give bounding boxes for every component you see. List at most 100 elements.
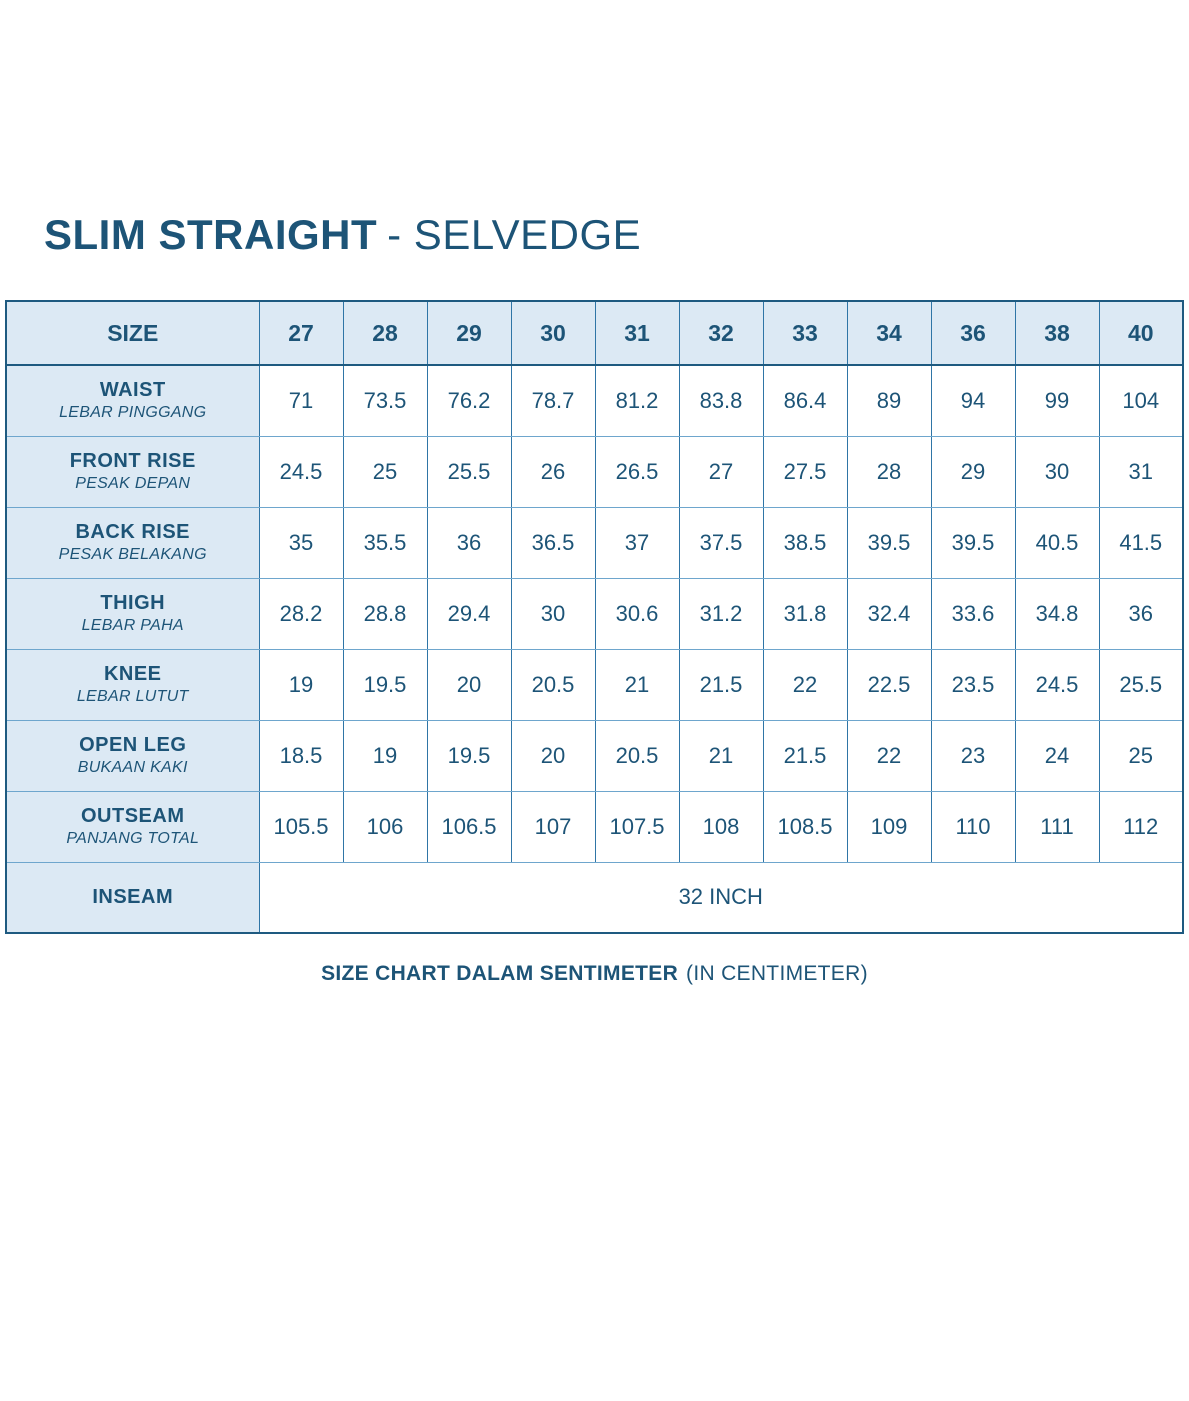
measurement-cell: 94 — [930, 364, 1016, 437]
row-header: OPEN LEG BUKAAN KAKI — [5, 719, 260, 792]
measurement-cell: 31 — [1098, 435, 1184, 508]
measurement-cell: 19 — [258, 648, 344, 721]
measurement-cell: 23 — [930, 719, 1016, 792]
measurement-cell: 20 — [426, 648, 512, 721]
measurement-cell: 19.5 — [426, 719, 512, 792]
measurement-cell: 28.2 — [258, 577, 344, 650]
measurement-row-open-leg: OPEN LEG BUKAAN KAKI 18.5 19 19.5 20 20.5 21 21.… — [5, 719, 1184, 792]
measurement-cell: 26.5 — [594, 435, 680, 508]
size-chart-footer: INSEAM 32 INCH — [5, 861, 1184, 934]
size-chart-table: SIZE 27 28 29 30 31 32 33 34 36 38 40 WAIST LEBAR PI… — [5, 300, 1184, 935]
measurement-cell: 73.5 — [342, 364, 428, 437]
row-sublabel: PESAK BELAKANG — [58, 546, 207, 564]
caption-regular-text: (IN CENTIMETER) — [686, 962, 868, 986]
measurement-row-outseam: OUTSEAM PANJANG TOTAL 105.5 106 106.5 107 107.… — [5, 790, 1184, 863]
measurement-cell: 25 — [1098, 719, 1184, 792]
measurement-cell: 39.5 — [930, 506, 1016, 579]
measurement-row-thigh: THIGH LEBAR PAHA 28.2 28.8 29.4 30 30.6 31.2 31.… — [5, 577, 1184, 650]
measurement-cell: 40.5 — [1014, 506, 1100, 579]
measurement-cell: 112 — [1098, 790, 1184, 863]
header-cell-size-40: 40 — [1098, 300, 1184, 367]
measurement-cell: 25.5 — [1098, 648, 1184, 721]
inseam-row: INSEAM 32 INCH — [5, 861, 1184, 934]
measurement-cell: 105.5 — [258, 790, 344, 863]
row-sublabel: LEBAR PAHA — [81, 617, 184, 635]
row-label: BACK RISE — [75, 521, 190, 544]
measurement-cell: 31.8 — [762, 577, 848, 650]
measurement-cell: 104 — [1098, 364, 1184, 437]
header-cell-size-29: 29 — [426, 300, 512, 367]
measurement-cell: 36 — [1098, 577, 1184, 650]
measurement-cell: 24 — [1014, 719, 1100, 792]
measurement-cell: 20 — [510, 719, 596, 792]
measurement-cell: 76.2 — [426, 364, 512, 437]
row-header: WAIST LEBAR PINGGANG — [5, 364, 260, 437]
measurement-cell: 22 — [846, 719, 932, 792]
measurement-cell: 36 — [426, 506, 512, 579]
measurement-cell: 24.5 — [1014, 648, 1100, 721]
row-header: BACK RISE PESAK BELAKANG — [5, 506, 260, 579]
measurement-cell: 106 — [342, 790, 428, 863]
row-sublabel: PESAK DEPAN — [75, 475, 191, 493]
page-title-main: SLIM STRAIGHT — [44, 211, 378, 258]
measurement-cell: 111 — [1014, 790, 1100, 863]
measurement-cell: 36.5 — [510, 506, 596, 579]
chart-caption: SIZE CHART DALAM SENTIMETER (IN CENTIMETE… — [0, 962, 1189, 986]
measurement-cell: 35.5 — [342, 506, 428, 579]
header-row: SIZE 27 28 29 30 31 32 33 34 36 38 40 — [5, 300, 1184, 367]
measurement-cell: 89 — [846, 364, 932, 437]
measurement-cell: 20.5 — [594, 719, 680, 792]
measurement-cell: 35 — [258, 506, 344, 579]
measurement-cell: 78.7 — [510, 364, 596, 437]
header-cell-size-27: 27 — [258, 300, 344, 367]
measurement-cell: 22.5 — [846, 648, 932, 721]
measurement-cell: 21.5 — [678, 648, 764, 721]
measurement-cell: 23.5 — [930, 648, 1016, 721]
measurement-cell: 38.5 — [762, 506, 848, 579]
measurement-cell: 25.5 — [426, 435, 512, 508]
measurement-cell: 30 — [510, 577, 596, 650]
header-cell-size-label: SIZE — [5, 300, 260, 367]
header-cell-size-31: 31 — [594, 300, 680, 367]
measurement-cell: 25 — [342, 435, 428, 508]
measurement-cell: 28 — [846, 435, 932, 508]
measurement-cell: 30.6 — [594, 577, 680, 650]
row-sublabel: LEBAR LUTUT — [76, 688, 189, 706]
row-sublabel: PANJANG TOTAL — [66, 830, 200, 848]
measurement-cell: 109 — [846, 790, 932, 863]
row-label: OPEN LEG — [79, 734, 187, 757]
header-cell-size-33: 33 — [762, 300, 848, 367]
row-header: THIGH LEBAR PAHA — [5, 577, 260, 650]
measurement-cell: 41.5 — [1098, 506, 1184, 579]
measurement-row-waist: WAIST LEBAR PINGGANG 71 73.5 76.2 78.7 81.2 83.… — [5, 364, 1184, 437]
row-label: THIGH — [100, 592, 166, 615]
measurement-row-front-rise: FRONT RISE PESAK DEPAN 24.5 25 25.5 26 26.5 27 2… — [5, 435, 1184, 508]
measurement-cell: 107.5 — [594, 790, 680, 863]
row-label: KNEE — [103, 663, 162, 686]
measurement-cell: 99 — [1014, 364, 1100, 437]
row-label: WAIST — [99, 379, 166, 402]
measurement-cell: 19.5 — [342, 648, 428, 721]
row-label: OUTSEAM — [81, 805, 185, 828]
measurement-cell: 24.5 — [258, 435, 344, 508]
measurement-cell: 106.5 — [426, 790, 512, 863]
measurement-cell: 19 — [342, 719, 428, 792]
row-label: FRONT RISE — [69, 450, 196, 473]
inseam-value: 32 INCH — [258, 861, 1184, 934]
header-cell-size-28: 28 — [342, 300, 428, 367]
measurement-cell: 37.5 — [678, 506, 764, 579]
row-sublabel: LEBAR PINGGANG — [59, 404, 207, 422]
header-cell-size-38: 38 — [1014, 300, 1100, 367]
row-header: KNEE LEBAR LUTUT — [5, 648, 260, 721]
header-cell-size-36: 36 — [930, 300, 1016, 367]
size-chart-body: WAIST LEBAR PINGGANG 71 73.5 76.2 78.7 81.2 83.… — [5, 364, 1184, 863]
measurement-cell: 27 — [678, 435, 764, 508]
measurement-cell: 33.6 — [930, 577, 1016, 650]
measurement-cell: 108.5 — [762, 790, 848, 863]
measurement-cell: 18.5 — [258, 719, 344, 792]
measurement-cell: 81.2 — [594, 364, 680, 437]
measurement-cell: 37 — [594, 506, 680, 579]
measurement-row-knee: KNEE LEBAR LUTUT 19 19.5 20 20.5 21 21.5 22 22.5 2… — [5, 648, 1184, 721]
measurement-cell: 32.4 — [846, 577, 932, 650]
caption-bold-text: SIZE CHART DALAM SENTIMETER — [321, 962, 679, 986]
